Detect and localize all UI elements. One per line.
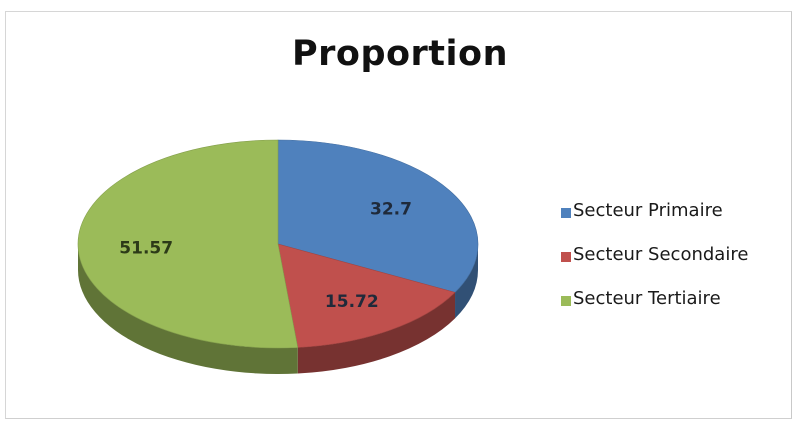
data-label: 15.72 [325, 292, 379, 312]
slice-tertiaire-side [78, 244, 298, 374]
legend-label: Secteur Tertiaire [573, 288, 721, 309]
legend-swatch [561, 252, 571, 262]
slice-secondaire-side [297, 292, 456, 374]
legend-swatch [561, 296, 571, 306]
slice-secondaire [277, 243, 456, 348]
legend-label: Secteur Primaire [573, 200, 723, 221]
slice-tertiaire [77, 139, 299, 349]
data-label: 51.57 [119, 238, 173, 258]
chart-title: Proportion [291, 34, 508, 74]
legend-label: Secteur Secondaire [573, 244, 749, 265]
data-label: 32.7 [370, 200, 412, 220]
legend-swatch [561, 208, 571, 218]
slice-primaire [277, 139, 479, 293]
slice-primaire-side [455, 244, 478, 319]
